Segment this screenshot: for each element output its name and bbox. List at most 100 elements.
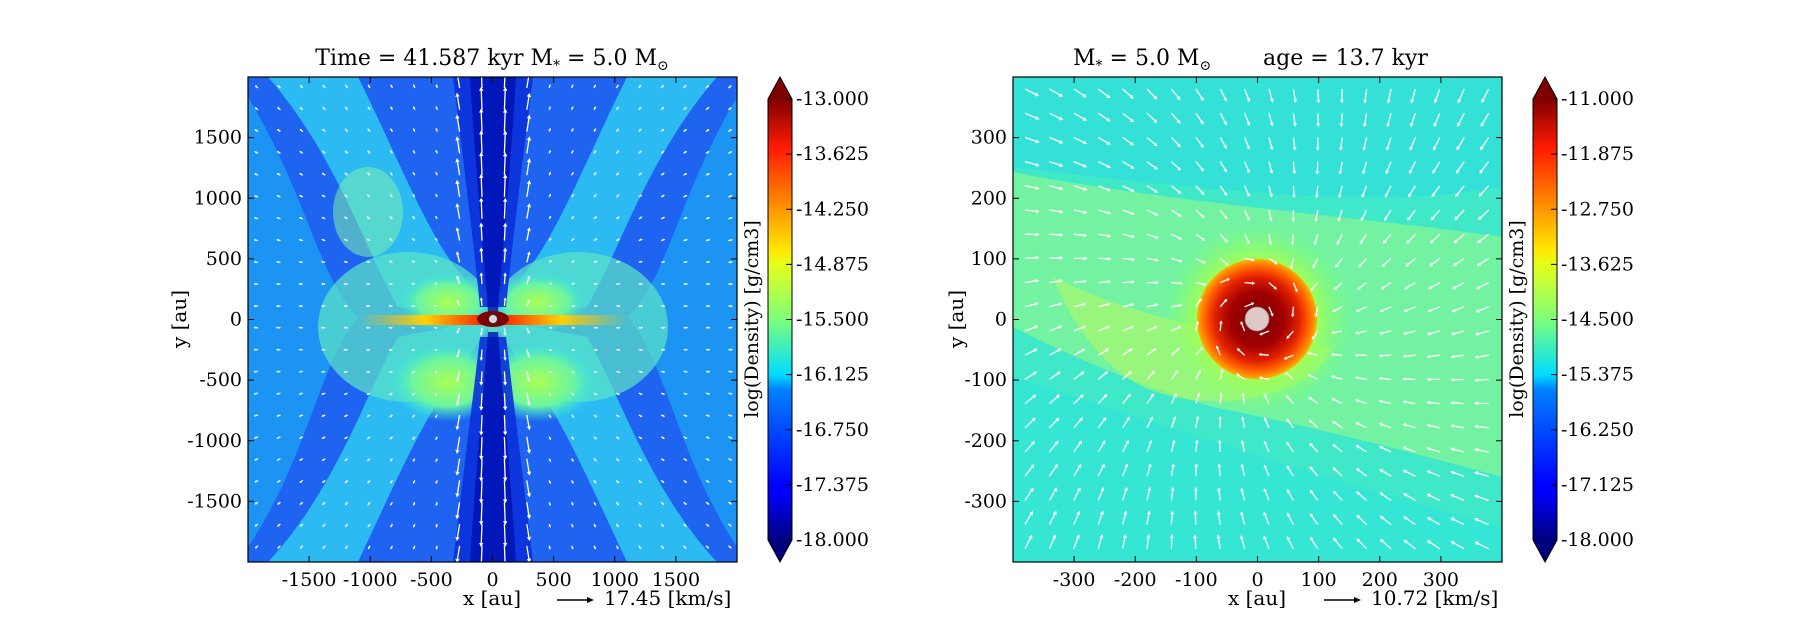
velocity-arrow-head <box>412 149 415 153</box>
x-tick-label: -1500 <box>282 569 337 591</box>
velocity-arrow-head <box>1154 235 1159 239</box>
velocity-arrow-head <box>1170 510 1175 515</box>
velocity-arrow-head <box>1052 534 1057 539</box>
velocity-arrow <box>503 249 506 263</box>
velocity-arrow-head <box>1263 417 1268 421</box>
velocity-arrow-head <box>1193 534 1198 539</box>
colorbar-extend-max <box>768 77 792 99</box>
velocity-arrow-head <box>344 480 347 484</box>
y-tick-label: -500 <box>199 369 242 391</box>
velocity-arrow <box>1292 282 1298 292</box>
velocity-arrow-head <box>571 149 574 153</box>
velocity-arrow-head <box>1402 469 1407 474</box>
velocity-arrow-head <box>1250 302 1255 306</box>
velocity-arrow-head <box>1404 285 1409 290</box>
velocity-arrow-head <box>455 426 460 431</box>
velocity-arrow <box>480 349 483 360</box>
velocity-arrow-head <box>479 542 484 548</box>
velocity-arrow <box>1284 354 1294 360</box>
velocity-arrow-head <box>479 455 484 460</box>
velocity-arrow-head <box>684 546 687 549</box>
velocity-arrow-head <box>479 130 484 135</box>
velocity-arrow-head <box>548 84 551 87</box>
velocity-arrow-head <box>1150 393 1154 398</box>
velocity-arrow <box>503 200 506 219</box>
velocity-arrow-head <box>729 458 733 461</box>
velocity-arrow-head <box>663 304 666 308</box>
velocity-arrow-head <box>707 151 710 154</box>
velocity-arrow-head <box>1246 121 1251 126</box>
velocity-arrow-head <box>1269 170 1274 175</box>
velocity-arrow <box>1121 488 1127 501</box>
velocity-arrow-head <box>435 149 438 153</box>
velocity-arrow <box>1170 394 1177 404</box>
velocity-arrow <box>1194 536 1197 549</box>
velocity-arrow-head <box>730 304 733 308</box>
velocity-arrow-head <box>366 238 369 241</box>
velocity-arrow <box>1122 303 1133 308</box>
velocity-arrow-head <box>455 203 460 208</box>
velocity-arrow-head <box>685 392 688 395</box>
velocity-arrow-head <box>1478 192 1483 197</box>
velocity-arrow-head <box>299 106 303 110</box>
velocity-arrow <box>1287 490 1294 501</box>
velocity-arrow-head <box>685 370 688 373</box>
velocity-arrow <box>1268 234 1272 244</box>
velocity-arrow-head <box>730 414 733 417</box>
velocity-arrow <box>503 436 506 458</box>
velocity-arrow-head <box>1402 400 1407 404</box>
velocity-arrow-head <box>1356 514 1361 519</box>
velocity-arrow-head <box>730 217 733 220</box>
velocity-arrow-head <box>320 304 324 308</box>
velocity-arrow-head <box>455 71 459 75</box>
velocity-arrow <box>526 276 530 285</box>
velocity-arrow-head <box>455 402 460 407</box>
velocity-arrow-head <box>572 393 575 396</box>
velocity-arrow-head <box>1215 345 1220 349</box>
velocity-arrow-head <box>1193 510 1198 515</box>
velocity-arrow <box>1380 354 1392 357</box>
velocity-arrow-head <box>1032 394 1037 399</box>
velocity-arrow-head <box>1269 146 1274 151</box>
velocity-arrow-head <box>707 195 710 198</box>
velocity-arrow-head <box>526 136 532 141</box>
velocity-arrow-head <box>1378 422 1383 427</box>
velocity-arrow-head <box>1450 494 1455 498</box>
velocity-arrow-head <box>1035 115 1040 120</box>
velocity-arrow <box>503 414 506 434</box>
velocity-arrow-head <box>455 471 460 476</box>
velocity-arrow-head <box>1128 370 1132 375</box>
velocity-arrow-head <box>1223 192 1228 197</box>
velocity-arrow-head <box>1239 535 1244 540</box>
velocity-arrow-head <box>1154 212 1159 216</box>
velocity-arrow-head <box>479 333 483 336</box>
velocity-arrow <box>503 393 506 409</box>
velocity-arrow-head <box>526 179 532 185</box>
velocity-arrow-head <box>1179 303 1183 308</box>
velocity-arrow <box>1195 441 1198 453</box>
velocity-arrow-head <box>276 414 279 417</box>
velocity-arrow <box>1073 112 1086 121</box>
velocity-arrow <box>1073 536 1079 550</box>
velocity-arrow-head <box>1475 308 1480 313</box>
velocity-arrow-head <box>479 357 484 361</box>
velocity-arrow-head <box>1102 417 1107 422</box>
velocity-arrow-head <box>321 436 324 439</box>
velocity-arrow <box>526 77 530 89</box>
velocity-arrow-head <box>1241 416 1245 420</box>
velocity-arrow-head <box>548 127 551 131</box>
velocity-arrow-head <box>1283 356 1288 360</box>
velocity-arrow-head <box>684 128 687 132</box>
velocity-arrow-head <box>322 524 325 528</box>
velocity-arrow <box>1073 418 1082 429</box>
velocity-arrow-head <box>277 546 280 549</box>
velocity-arrow-head <box>661 128 665 132</box>
velocity-arrow-head <box>616 84 619 87</box>
velocity-arrow-head <box>1292 123 1297 127</box>
velocity-arrow <box>1195 322 1199 332</box>
velocity-arrow-head <box>1223 97 1227 102</box>
velocity-arrow-head <box>366 216 370 219</box>
velocity-arrow <box>456 160 461 176</box>
velocity-arrow <box>1244 161 1250 172</box>
velocity-arrow-head <box>708 326 711 329</box>
